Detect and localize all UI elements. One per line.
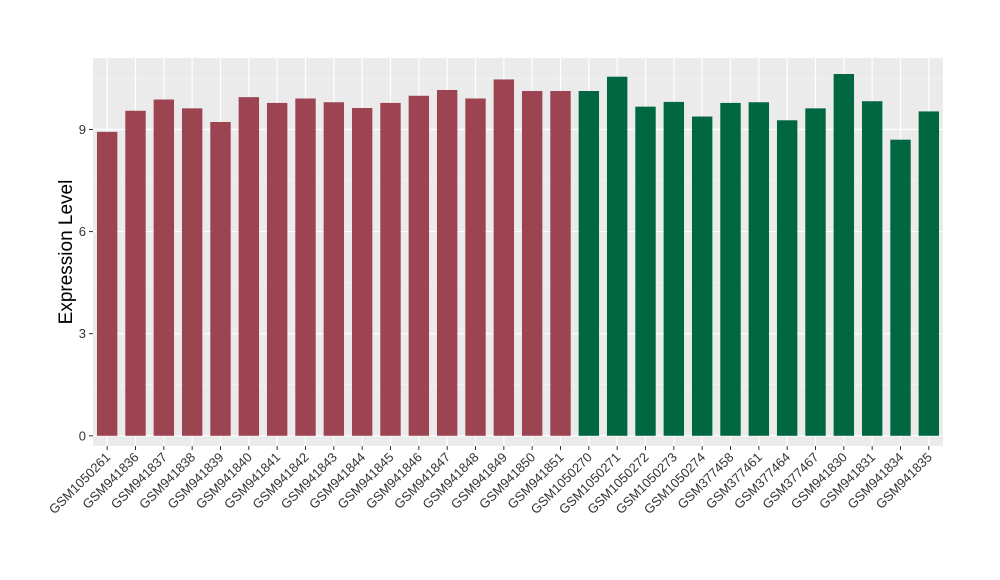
bar-GSM1050273 bbox=[663, 101, 685, 436]
bar-GSM941850 bbox=[521, 91, 543, 436]
bar-GSM377467 bbox=[805, 108, 826, 436]
bar-GSM941847 bbox=[436, 89, 458, 436]
bar-GSM377464 bbox=[776, 120, 798, 436]
bar-GSM1050271 bbox=[606, 76, 628, 436]
y-axis: 0 3 6 9 bbox=[79, 122, 93, 443]
bar-GSM1050261 bbox=[96, 131, 118, 436]
bar-GSM941830 bbox=[833, 73, 855, 436]
bar-GSM941836 bbox=[125, 110, 146, 436]
y-tick-label: 3 bbox=[79, 326, 86, 341]
bar-GSM1050272 bbox=[635, 106, 656, 436]
y-axis-title: Expression Level bbox=[56, 180, 77, 325]
bar-GSM941839 bbox=[210, 121, 231, 436]
bar-GSM941846 bbox=[408, 95, 430, 436]
x-axis: GSM1050261GSM941836GSM941837GSM941838GSM… bbox=[46, 446, 935, 517]
bar-GSM941851 bbox=[550, 91, 571, 436]
bar-GSM941840 bbox=[238, 97, 260, 436]
bar-GSM941842 bbox=[295, 98, 316, 436]
bar-GSM941843 bbox=[323, 102, 345, 436]
bar-GSM941838 bbox=[181, 108, 203, 436]
bars bbox=[96, 73, 940, 436]
bar-GSM941844 bbox=[351, 108, 373, 436]
panel-background bbox=[93, 58, 943, 446]
bar-GSM941835 bbox=[918, 111, 940, 436]
bar-GSM377461 bbox=[748, 102, 770, 436]
bar-GSM941848 bbox=[465, 98, 486, 436]
bar-GSM941841 bbox=[266, 102, 288, 436]
bar-GSM1050270 bbox=[578, 91, 600, 436]
y-tick-label: 0 bbox=[79, 428, 86, 443]
bar-GSM941831 bbox=[861, 101, 883, 436]
bar-GSM1050274 bbox=[691, 116, 713, 436]
y-tick-label: 9 bbox=[79, 122, 86, 137]
bar-GSM941834 bbox=[890, 139, 911, 436]
bar-GSM941837 bbox=[153, 99, 175, 436]
bar-GSM941845 bbox=[380, 102, 401, 436]
y-tick-label: 6 bbox=[79, 224, 86, 239]
bar-GSM377458 bbox=[720, 102, 741, 436]
bar-GSM941849 bbox=[493, 79, 515, 436]
